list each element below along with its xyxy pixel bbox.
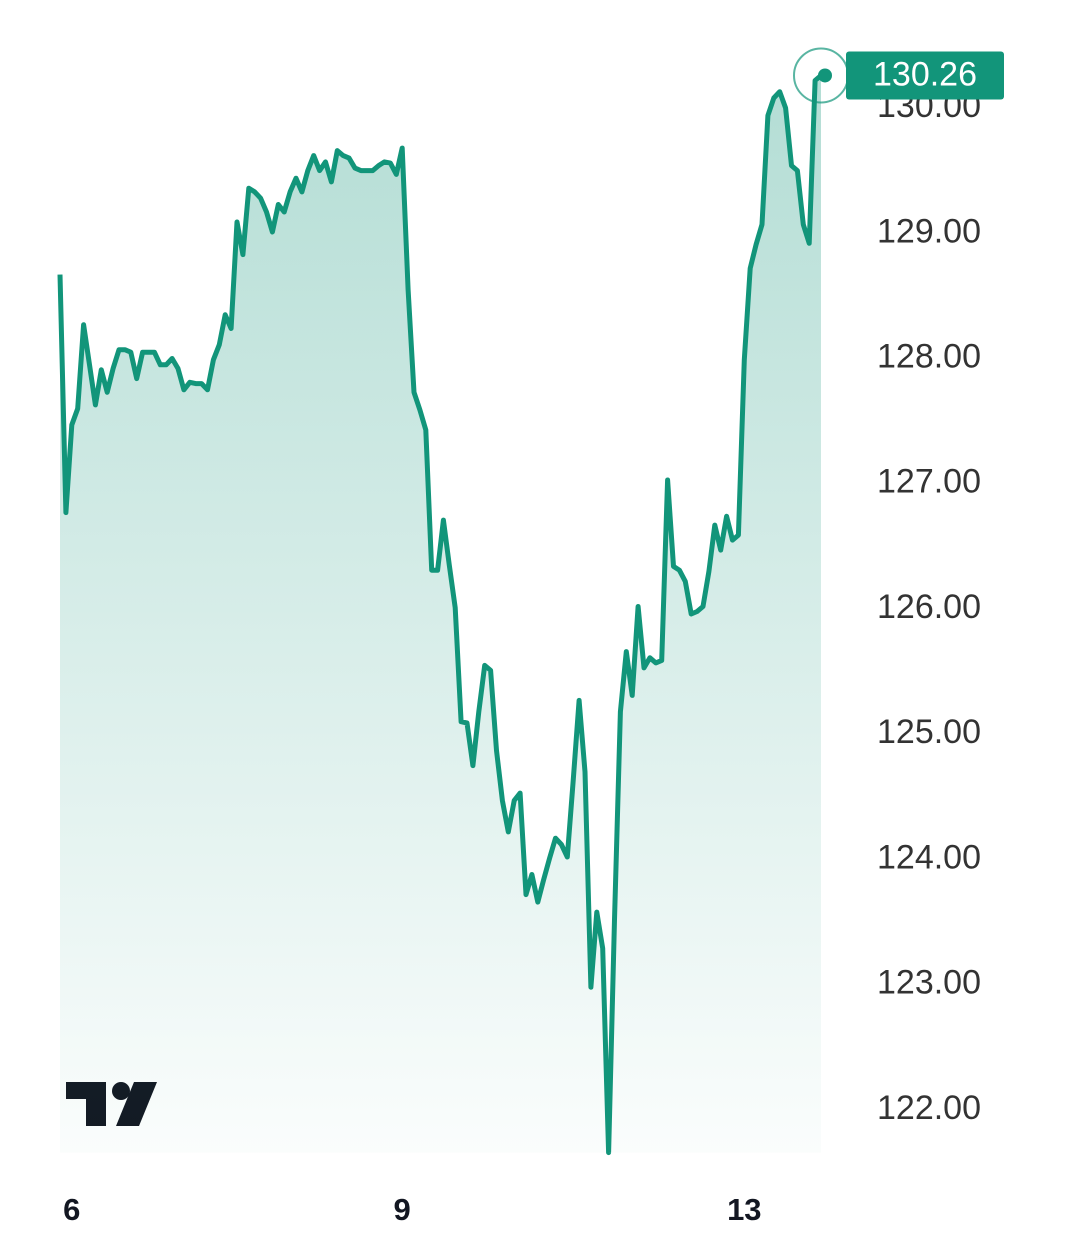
- area-fill: [60, 75, 821, 1153]
- y-tick-label: 128.00: [877, 337, 981, 375]
- y-tick-label: 124.00: [877, 838, 981, 876]
- y-tick-label: 122.00: [877, 1089, 981, 1127]
- last-point: [818, 68, 832, 83]
- y-tick-label: 123.00: [877, 964, 981, 1002]
- price-line: [57, 73, 823, 1156]
- y-tick-label: 127.00: [877, 463, 981, 501]
- x-tick-label: 6: [63, 1192, 80, 1227]
- x-tick-label: 9: [394, 1192, 411, 1227]
- price-badge: [846, 51, 1004, 100]
- y-tick-label: 126.00: [877, 588, 981, 626]
- y-tick-label: 129.00: [877, 212, 981, 250]
- y-tick-label: 125.00: [877, 713, 981, 751]
- price-badge-label: 130.26: [873, 55, 977, 93]
- x-tick-label: 13: [727, 1192, 761, 1227]
